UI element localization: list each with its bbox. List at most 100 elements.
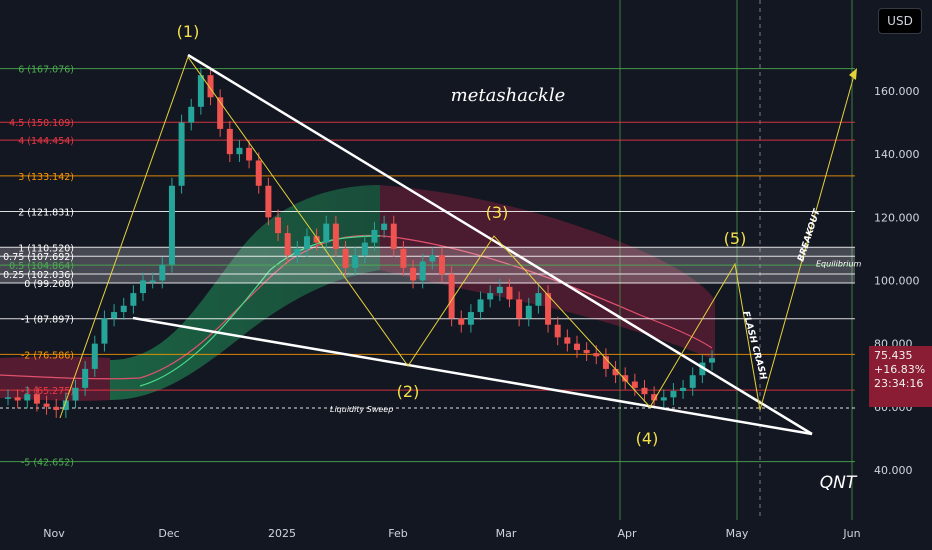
candle-body xyxy=(5,397,11,399)
candle-body xyxy=(43,403,50,407)
candle-body xyxy=(400,248,407,268)
candle-body xyxy=(612,368,619,376)
candle-body xyxy=(332,223,339,249)
y-tick-label: 100.000 xyxy=(874,274,920,287)
price-badge: 75.435 +16.83% 23:34:16 xyxy=(869,346,932,407)
fib-level-label: 1 (110.520) xyxy=(18,243,74,254)
candle-body xyxy=(303,236,310,249)
x-tick-label: Feb xyxy=(388,527,407,540)
candle-body xyxy=(246,147,253,161)
fib-level-label: 0.5 (104.864) xyxy=(9,261,74,272)
y-tick-label: 40.000 xyxy=(874,464,913,477)
candle-body xyxy=(82,368,89,388)
candle-body xyxy=(168,185,175,265)
fib-level-label: 3 (133.142) xyxy=(18,172,74,183)
candle-body xyxy=(709,358,715,363)
elliott-wave-path xyxy=(59,55,856,419)
candle-body xyxy=(294,248,301,256)
candles-layer xyxy=(5,67,715,418)
candle-body xyxy=(323,223,330,243)
candle-body xyxy=(159,264,166,281)
candle-body xyxy=(313,236,320,243)
wave-label: (1) xyxy=(177,22,200,41)
candle-body xyxy=(573,343,580,350)
x-tick-label: Mar xyxy=(496,527,517,540)
candle-body xyxy=(111,312,118,319)
currency-button[interactable]: USD xyxy=(878,8,922,34)
fib-level-label: -3 (65.275) xyxy=(21,386,74,397)
candle-body xyxy=(680,387,687,392)
fib-level-label: 4.5 (150.109) xyxy=(9,118,74,129)
flash-crash-label: FLASH CRASH xyxy=(740,310,768,381)
candle-body xyxy=(458,318,465,325)
candle-body xyxy=(72,387,79,401)
candle-body xyxy=(660,397,667,401)
candle-body xyxy=(622,375,629,382)
candle-body xyxy=(207,75,214,98)
candle-body xyxy=(24,394,31,401)
candle-body xyxy=(477,299,484,313)
candle-body xyxy=(226,128,233,155)
watermark-text: metashackle xyxy=(451,85,566,106)
candle-body xyxy=(487,293,494,300)
candle-body xyxy=(188,106,195,123)
fib-level-label: 2 (121.831) xyxy=(18,208,74,219)
candle-body xyxy=(149,280,156,282)
wave-label: (5) xyxy=(724,229,747,248)
x-tick-label: Jun xyxy=(842,527,860,540)
breakout-arrow-head xyxy=(849,68,857,80)
candle-body xyxy=(197,75,204,107)
candle-body xyxy=(342,248,349,268)
grid-layer xyxy=(619,0,853,520)
axes-layer: 160.000140.000120.000100.00080.00060.000… xyxy=(43,85,919,540)
candle-body xyxy=(429,255,436,262)
candle-body xyxy=(91,343,98,369)
candle-body xyxy=(53,406,60,410)
badge-price: 75.435 xyxy=(874,349,913,362)
candle-body xyxy=(545,293,552,325)
candle-body xyxy=(265,185,272,218)
candle-body xyxy=(448,274,455,319)
candle-body xyxy=(438,255,445,275)
candle-body xyxy=(178,122,185,186)
candle-body xyxy=(419,261,426,281)
candle-body xyxy=(14,397,21,401)
candle-body xyxy=(554,324,561,338)
fib-level-label: 0.25 (102.036) xyxy=(3,270,74,281)
candle-body xyxy=(130,293,137,306)
candle-body xyxy=(101,318,108,344)
candle-body xyxy=(699,362,706,376)
candle-body xyxy=(120,305,127,313)
candle-body xyxy=(602,356,609,369)
candle-body xyxy=(140,280,147,294)
candle-body xyxy=(641,387,648,395)
candle-body xyxy=(275,217,282,234)
candle-body xyxy=(217,97,224,129)
candle-body xyxy=(525,305,532,319)
y-tick-label: 140.000 xyxy=(874,148,920,161)
ma-band-green xyxy=(110,185,380,400)
symbol-label: QNT xyxy=(820,473,858,493)
candle-body xyxy=(689,375,696,388)
candle-body xyxy=(371,229,378,243)
candle-body xyxy=(236,147,243,155)
equilibrium-label: Equilibrium xyxy=(816,260,862,269)
candle-body xyxy=(284,233,291,256)
fib-level-label: -2 (76.586) xyxy=(21,350,74,361)
candle-body xyxy=(535,293,542,306)
x-tick-label: May xyxy=(726,527,749,540)
candle-body xyxy=(583,349,590,354)
x-tick-label: Apr xyxy=(617,527,637,540)
candle-body xyxy=(410,267,417,281)
wedge-lower-line xyxy=(132,316,813,436)
wave-label: (4) xyxy=(636,429,659,448)
candle-body xyxy=(255,160,262,186)
badge-change: +16.83% xyxy=(874,363,926,376)
fib-level-label: 6 (167.076) xyxy=(18,65,74,76)
candle-body xyxy=(631,381,638,388)
fib-level-label: 0 (99.208) xyxy=(24,279,74,290)
x-tick-label: Nov xyxy=(43,527,65,540)
candle-body xyxy=(62,400,69,410)
